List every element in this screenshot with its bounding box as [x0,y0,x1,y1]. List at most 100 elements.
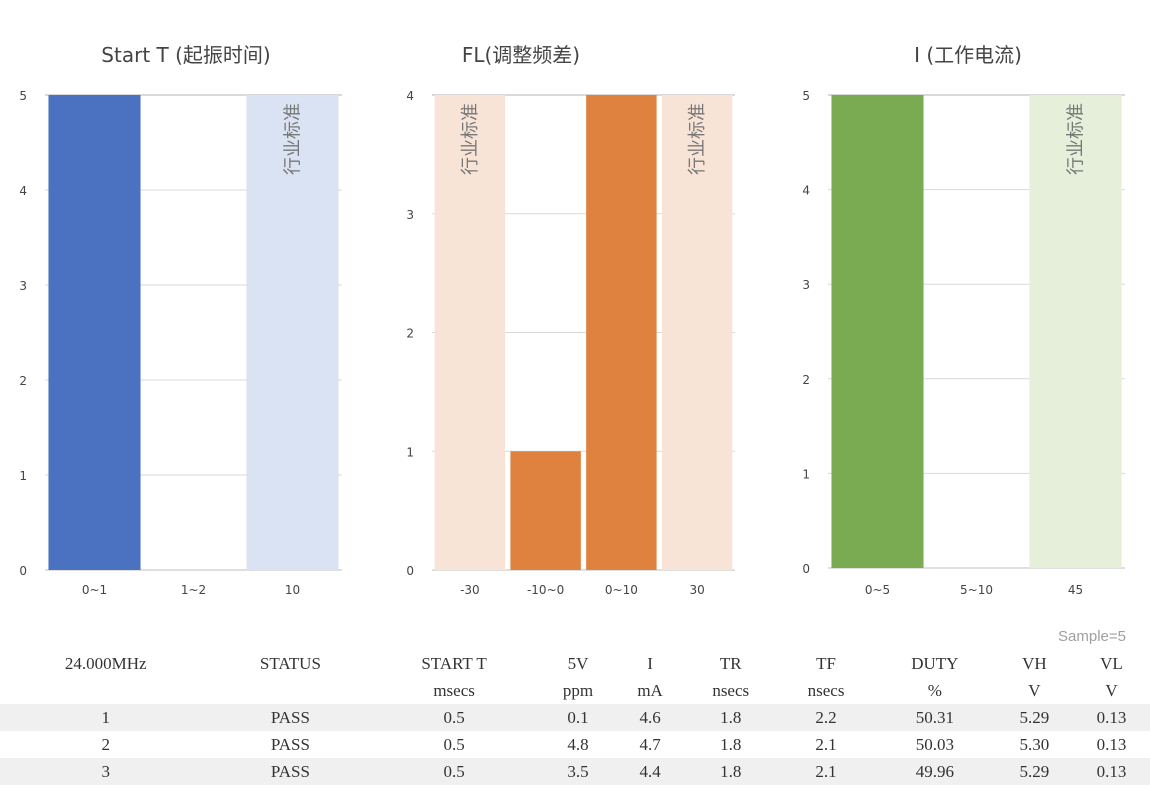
table-cell: 0.5 [443,734,465,754]
bar [586,95,657,570]
table-cell: 2.1 [815,734,837,754]
table-row: 2 PASS 0.5 4.8 4.7 1.8 2.1 50.03 5.30 0.13 [0,731,1150,758]
y-tick-label: 4 [406,89,414,103]
table-cell: 4.6 [617,704,684,731]
table-cell: msecs [433,680,475,700]
y-tick-label: 5 [19,89,27,103]
table-cell: VH [1022,653,1047,673]
chart-title: FL(调整频差) [462,43,580,67]
reference-band-label: 行业标准 [460,103,481,175]
table-cell: 0.5 [369,704,539,731]
x-tick-label: 0~5 [865,583,890,597]
x-tick-label: -30 [460,583,480,597]
y-tick-label: 3 [19,279,27,293]
table-cell: PASS [270,734,310,754]
table-cell: 0.13 [1096,734,1127,754]
table-cell: 0.13 [1072,704,1150,731]
y-tick-label: 0 [19,564,27,578]
table-cell: I [647,653,653,673]
table-cell: ppm [562,680,594,700]
table-cell: DUTY [911,653,959,673]
y-tick-label: 3 [406,208,414,222]
table-cell: PASS [211,758,370,785]
y-tick-label: 1 [19,469,27,483]
table-cell [211,677,369,704]
results-table: 24.000MHz STATUS START T 5V I TR TF DUTY VH VL mse… [0,650,1150,785]
chart-0: Start T (起振时间) 0 1 2 3 4 5 0~1 1~2 行业标准 10 [19,43,342,597]
y-tick-label: 2 [802,373,810,387]
x-tick-label: 0~10 [605,583,638,597]
table-units-row: msecs ppm mA nsecs nsecs% V V [0,677,1150,704]
table-cell: VL [1100,653,1123,673]
table-cell: 5.30 [1019,734,1050,754]
table-cell: 1.8 [720,734,742,754]
table-cell: 49.96 [873,758,996,785]
y-tick-label: 4 [802,184,810,198]
table-cell [0,677,211,704]
table-row: 1 PASS 0.5 0.1 4.6 1.8 2.2 50.31 5.29 0.13 [0,704,1150,731]
reference-band [434,95,506,570]
table-cell: 0.13 [1072,758,1150,785]
table-cell: 1.8 [683,758,779,785]
reference-band-label: 行业标准 [687,103,708,175]
bar [831,95,924,568]
y-tick-label: 2 [406,327,414,341]
x-tick-label: 10 [285,583,300,597]
chart-1: FL(调整频差) 0 1 2 3 4 行业标准 -30 -10~0 0~10 行业标准 30 [406,43,735,597]
x-tick-label: 30 [689,583,704,597]
reference-band-label: 行业标准 [1066,103,1087,175]
reference-band [1029,95,1122,568]
table-cell: 2.1 [778,758,874,785]
table-cell: V [1105,680,1118,700]
table-cell: 3.5 [538,758,618,785]
table-row: 3 PASS 0.5 3.5 4.4 1.8 2.1 49.96 5.29 0.13 [0,758,1150,785]
y-tick-label: 1 [406,445,414,459]
table-cell: 0.1 [538,704,618,731]
y-tick-label: 4 [19,184,27,198]
table-cell: 5V [567,653,589,673]
table-cell: STATUS [259,653,321,673]
table-cell: 24.000MHz [64,653,147,673]
y-tick-label: 0 [802,562,810,576]
table-cell: nsecs [712,680,750,700]
y-tick-label: 3 [802,278,810,292]
table-cell: 50.31 [873,704,996,731]
x-tick-label: 1~2 [181,583,206,597]
table-cell: PASS [211,704,370,731]
y-tick-label: 5 [802,89,810,103]
x-tick-label: 0~1 [82,583,107,597]
table-cell: 4.7 [639,734,661,754]
table-cell: 1.8 [683,704,779,731]
table-cell: 0.5 [369,758,539,785]
reference-band [246,95,339,570]
bar [510,451,581,570]
table-cell: 2.2 [778,704,874,731]
table-cell: nsecs [807,680,845,700]
table-cell: mA [637,680,663,700]
table-cell: % [927,680,942,700]
reference-band [661,95,733,570]
table-cell: 2 [101,734,110,754]
bar [48,95,141,570]
table-cell: START T [421,653,487,673]
chart-title: Start T (起振时间) [101,43,270,67]
table-cell: 4.8 [567,734,589,754]
x-tick-label: 45 [1068,583,1083,597]
table-cell: 3 [0,758,212,785]
table-cell: 50.03 [915,734,954,754]
sample-count: Sample=5 [1058,628,1126,645]
table-cell: 1 [0,704,212,731]
x-tick-label: 5~10 [960,583,993,597]
table-cell: V [1028,680,1041,700]
table-cell: 5.29 [995,704,1073,731]
table-cell: TF [816,653,836,673]
table-cell: TR [719,653,742,673]
table-header-row: 24.000MHz STATUS START T 5V I TR TF DUTY VH VL [0,650,1150,677]
reference-band-label: 行业标准 [283,103,304,175]
table-cell: 4.4 [617,758,684,785]
x-tick-label: -10~0 [527,583,564,597]
y-tick-label: 0 [406,564,414,578]
chart-title: I (工作电流) [914,43,1022,67]
